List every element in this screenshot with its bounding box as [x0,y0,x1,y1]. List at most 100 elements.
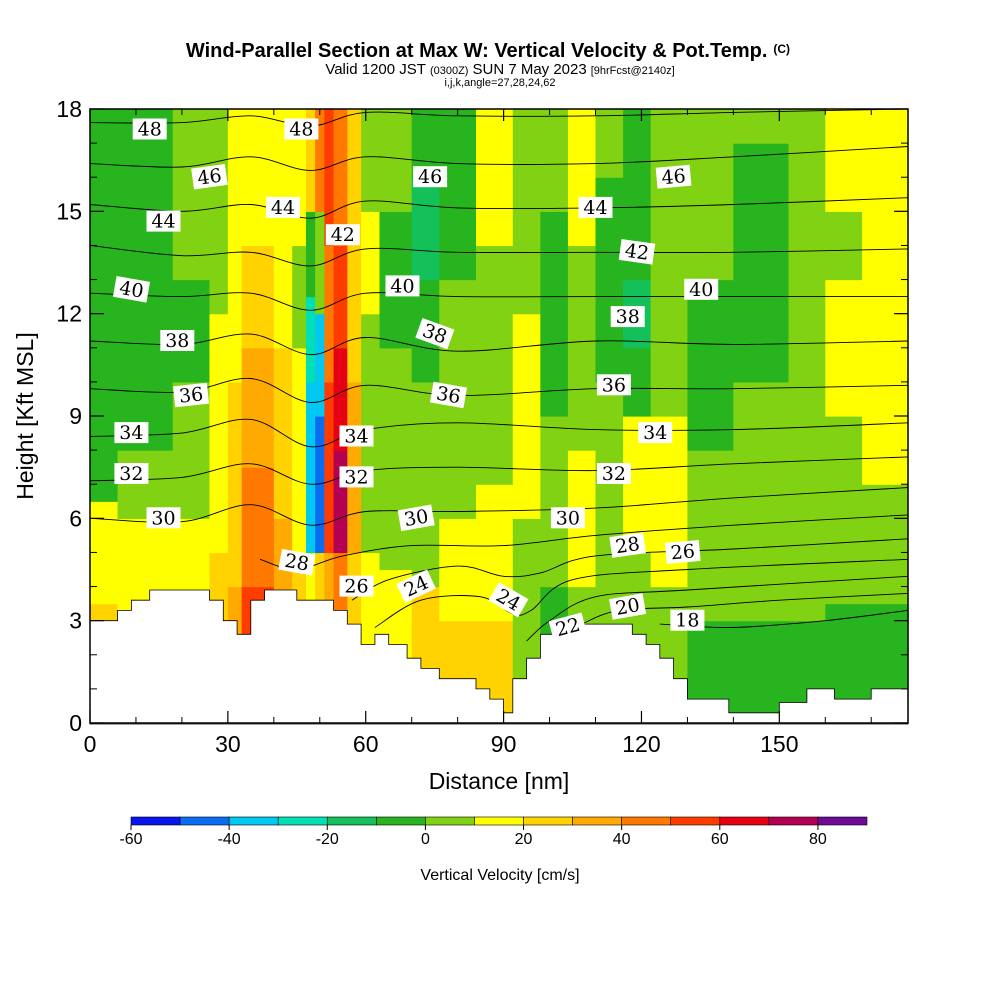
velocity-cell-14-1 [379,347,413,571]
contour-label-bg [278,548,316,576]
colorbar-tick-label: 80 [809,831,827,848]
contour-label-text: 34 [119,422,143,444]
colorbar-swatch-1 [179,816,230,826]
y-tick-label: 12 [56,301,82,327]
contour-label-text: 36 [435,383,463,409]
contour-label-bg [609,532,646,558]
velocity-cell-21-3 [595,109,624,178]
contour-label-bg [596,374,631,396]
theta-contour-22 [526,575,909,642]
velocity-cell-16-3 [439,109,477,281]
velocity-cell-6-2 [273,109,293,349]
contour-label-bg [339,425,374,447]
velocity-cell-26-2 [788,109,826,451]
velocity-cell-9-2 [315,313,325,417]
contour-label-bg [339,575,374,597]
contour-label-text: 30 [556,507,580,529]
contour-label-text: 46 [418,166,442,188]
velocity-cell-8-3 [305,211,316,298]
contour-label-text: 20 [614,594,642,620]
velocity-cell-14-3 [379,109,413,212]
contour-label-bg [618,239,656,265]
theta-contour-42 [89,244,909,267]
colorbar-swatch-7 [474,816,524,826]
contour-label-22: 32 [114,463,149,485]
velocity-cell-25-4 [733,109,790,144]
colorbar-swatch-4 [326,816,377,826]
contour-label-text: 32 [344,466,368,488]
contour-label-bg [191,163,228,190]
terrain [89,589,909,725]
contour-label-text: 46 [661,165,687,189]
x-tick-label: 60 [353,731,379,757]
velocity-cell-18-2 [512,109,541,315]
contour-label-7: 44 [578,196,613,219]
contour-label-17: 36 [429,381,468,409]
contour-label-10: 40 [112,276,151,303]
contour-label-text: 28 [283,550,311,576]
velocity-cell-27-3 [825,211,863,281]
contour-label-1: 48 [284,118,319,141]
contour-label-20: 34 [339,425,374,448]
velocity-cell-5-1 [241,467,275,588]
contour-label-bg [413,166,448,188]
contour-label-16: 36 [173,382,210,408]
contour-label-2: 46 [191,163,228,190]
velocity-cell-19-2 [540,211,569,417]
theta-contour-36 [89,378,909,403]
x-axis-label: Distance [nm] [429,768,570,794]
contour-label-text: 26 [344,576,368,598]
velocity-cell-24-1 [687,450,734,622]
theta-contour-46 [89,146,909,171]
contour-label-text: 32 [602,463,626,485]
velocity-cell-23-2 [650,109,689,417]
velocity-cell-27-1 [825,416,863,605]
contour-label-bg [339,466,374,488]
contour-label-text: 44 [583,197,607,219]
x-tick-label: 0 [84,731,97,757]
contour-label-text: 42 [331,224,355,246]
colorbar-label: Vertical Velocity [cm/s] [420,867,579,884]
colorbar-swatch-6 [425,816,475,826]
terrain-mask [89,589,909,725]
velocity-cell-9-3 [315,211,325,315]
y-tick-label: 6 [69,505,82,531]
velocity-cell-13-3 [361,109,381,212]
velocity-cell-27-2 [825,279,863,417]
contour-label-text: 48 [289,119,313,141]
subtitle-forecast: [9hrFcst@2140z] [591,65,675,77]
y-tick-label: 3 [69,608,82,634]
contour-label-text: 46 [196,165,223,190]
velocity-cell-5-4 [241,109,275,247]
colorbar-tick-label: -20 [316,831,339,848]
theta-contour-26 [351,538,909,601]
chart-subtitle-2: i,j,k,angle=27,28,24,62 [444,77,555,89]
contour-label-text: 38 [165,330,189,352]
theta-contour-44 [89,197,909,219]
theta-contour-20 [581,592,909,625]
velocity-cell-15-3 [411,177,440,281]
velocity-cell-8-1 [305,381,316,554]
contour-label-bg [114,422,149,444]
velocity-cell-2-3 [172,109,211,281]
contour-label-bg [684,278,719,300]
velocity-cell-20-2 [567,245,597,451]
velocity-cell-17-3 [476,109,514,247]
contour-label-text: 44 [271,197,295,219]
velocity-cell-26-1 [788,450,826,622]
colorbar-tick-label: 20 [515,831,533,848]
velocity-cell-7-1 [292,347,307,554]
velocity-cell-17-2 [476,245,514,485]
colorbar-tick-label: -60 [119,831,142,848]
velocity-cell-10-1 [324,381,335,554]
velocity-cell-25-3 [733,143,790,383]
contour-label-bg [385,275,420,297]
contour-label-15: 38 [610,306,645,328]
velocity-cell-4-2 [227,109,243,383]
contour-label-text: 40 [390,275,414,297]
velocity-cell-25-2 [733,381,790,519]
colorbar-swatch-14 [817,816,868,826]
velocity-cell-6-1 [273,347,293,519]
contour-label-text: 48 [138,119,162,141]
